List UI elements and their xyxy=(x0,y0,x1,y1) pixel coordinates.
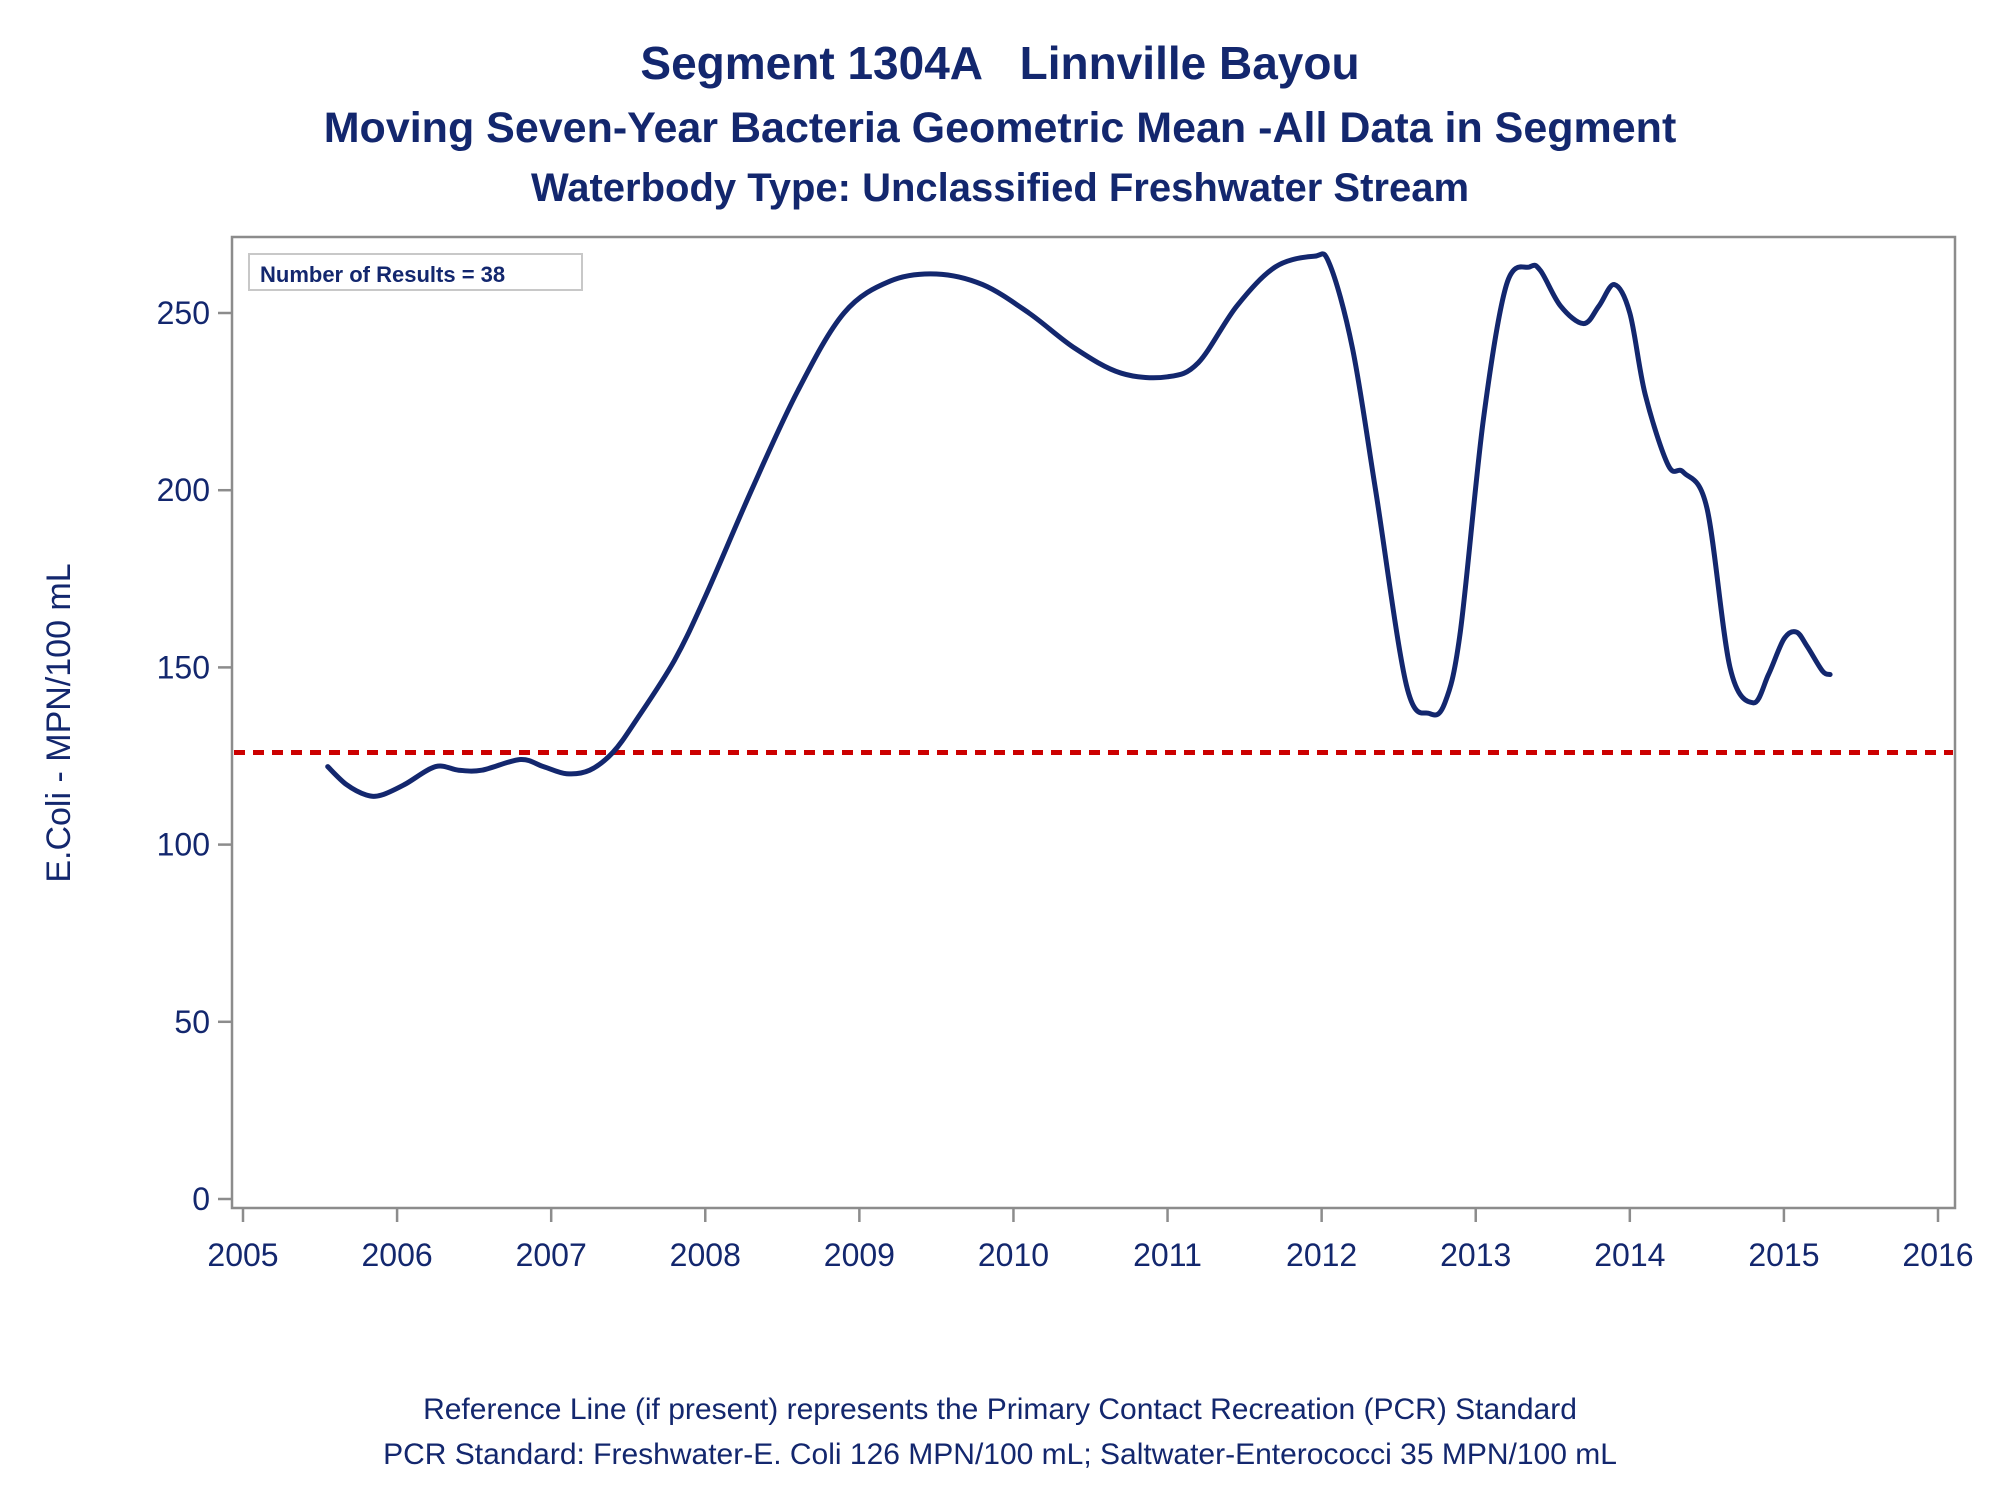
y-tick-label: 100 xyxy=(157,827,210,863)
chart-subtitle-waterbody: Waterbody Type: Unclassified Freshwater … xyxy=(530,166,1470,210)
x-tick-label: 2016 xyxy=(1902,1237,1973,1273)
x-tick-label: 2015 xyxy=(1748,1237,1819,1273)
x-tick-label: 2005 xyxy=(207,1237,278,1273)
x-tick-label: 2010 xyxy=(978,1237,1049,1273)
footnote-pcr-standard: PCR Standard: Freshwater-E. Coli 126 MPN… xyxy=(383,1438,1617,1471)
x-tick-label: 2008 xyxy=(670,1237,741,1273)
y-tick-label: 50 xyxy=(174,1004,210,1040)
y-axis: 0 50 100 150 200 250 xyxy=(157,295,232,1217)
geometric-mean-line xyxy=(325,251,1833,799)
footnote-reference: Reference Line (if present) represents t… xyxy=(423,1393,1577,1426)
results-count-box: Number of Results = 38 xyxy=(248,253,583,291)
chart-title: Segment 1304A Linnville Bayou xyxy=(640,37,1360,89)
x-tick-label: 2006 xyxy=(361,1237,432,1273)
y-tick-label: 150 xyxy=(157,649,210,685)
x-axis: 2005 2006 2007 2008 2009 2010 2011 2012 2013 2014… xyxy=(207,1208,1974,1273)
x-tick-label: 2009 xyxy=(824,1237,895,1273)
y-tick-label: 200 xyxy=(157,472,210,508)
y-tick-label: 250 xyxy=(157,295,210,331)
x-tick-label: 2014 xyxy=(1594,1237,1665,1273)
results-count-frame xyxy=(248,253,583,291)
y-axis-label: E.Coli - MPN/100 mL xyxy=(40,563,78,882)
chart-subtitle: Moving Seven-Year Bacteria Geometric Mea… xyxy=(323,104,1677,152)
plot-frame xyxy=(230,235,1957,1210)
y-tick-label: 0 xyxy=(192,1181,210,1217)
x-tick-label: 2013 xyxy=(1440,1237,1511,1273)
x-tick-label: 2012 xyxy=(1286,1237,1357,1273)
x-tick-label: 2011 xyxy=(1133,1237,1202,1273)
results-count-label: Number of Results = 38 xyxy=(260,262,505,287)
x-tick-label: 2007 xyxy=(516,1237,587,1273)
